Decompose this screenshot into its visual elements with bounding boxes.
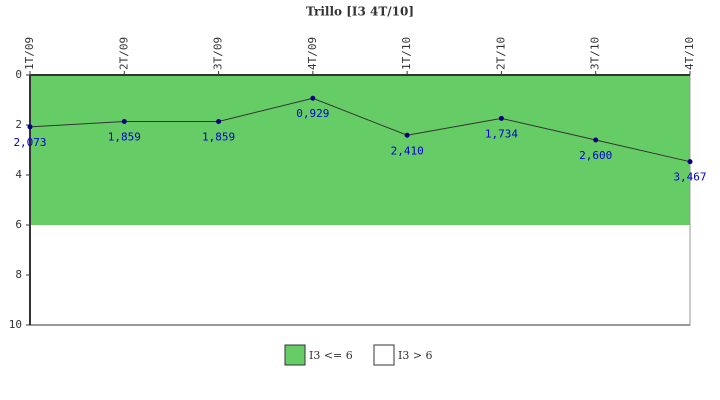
data-point	[121, 118, 127, 124]
x-tick-label: 2T/09	[117, 37, 130, 70]
data-label: 3,467	[673, 171, 706, 184]
data-point	[687, 159, 693, 165]
data-point	[310, 95, 316, 101]
y-tick-label: 0	[15, 68, 22, 81]
x-tick-label: 2T/10	[494, 37, 507, 70]
x-tick-label: 4T/09	[306, 37, 319, 70]
data-point	[404, 132, 410, 138]
band	[30, 75, 690, 225]
chart-title: Trillo [I3 4T/10]	[306, 5, 414, 19]
y-tick-label: 2	[15, 118, 22, 131]
x-tick-label: 3T/10	[589, 37, 602, 70]
x-tick-label: 3T/09	[212, 37, 225, 70]
x-tick-label: 1T/10	[400, 37, 413, 70]
data-point	[593, 137, 599, 143]
legend-swatch	[284, 344, 306, 366]
data-label: 0,929	[296, 107, 329, 120]
data-label: 1,859	[108, 130, 141, 143]
y-tick-label: 6	[15, 218, 22, 231]
data-point	[498, 115, 504, 121]
x-tick-label: 4T/10	[683, 37, 696, 70]
data-label: 1,734	[485, 127, 518, 140]
data-label: 2,073	[13, 136, 46, 149]
data-label: 2,600	[579, 149, 612, 162]
band	[30, 225, 690, 325]
y-tick-label: 4	[15, 168, 22, 181]
y-tick-label: 8	[15, 268, 22, 281]
y-tick-label: 10	[9, 318, 22, 331]
data-label: 2,410	[391, 144, 424, 157]
data-point	[27, 124, 33, 130]
data-label: 1,859	[202, 130, 235, 143]
legend-swatch	[373, 344, 395, 366]
x-tick-label: 1T/09	[23, 37, 36, 70]
legend-label: I3 > 6	[398, 349, 433, 362]
data-point	[216, 118, 222, 124]
legend-label: I3 <= 6	[309, 349, 353, 362]
data-line	[29, 97, 691, 163]
